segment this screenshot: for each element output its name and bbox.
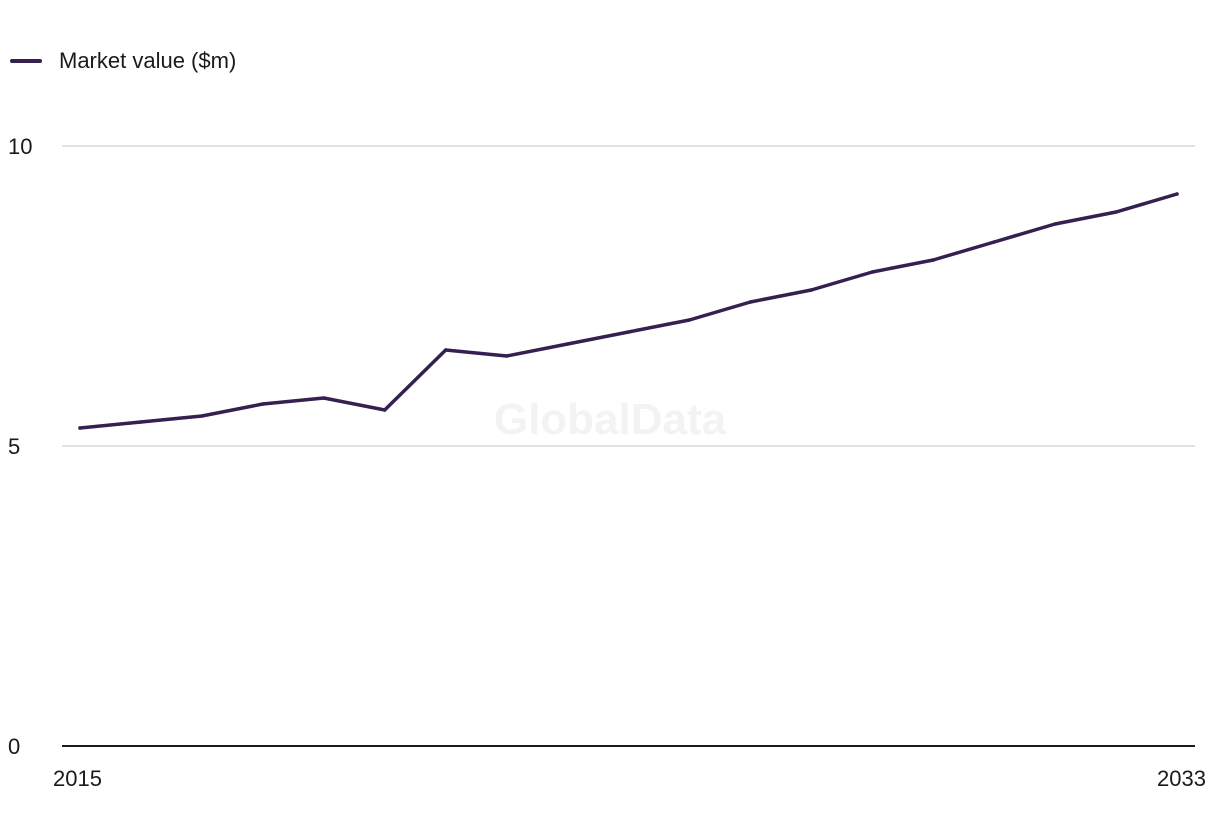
legend: Market value ($m): [10, 46, 236, 76]
x-tick-label: 2033: [1157, 766, 1206, 791]
data-point: [443, 348, 448, 352]
x-tick-labels: 2015 2033: [53, 766, 1206, 791]
legend-swatch: [10, 59, 42, 63]
data-point: [748, 300, 753, 304]
series-line: [78, 192, 1179, 430]
legend-label: Market value ($m): [59, 48, 237, 73]
data-point: [931, 258, 935, 262]
gridlines: [62, 145, 1195, 447]
data-point: [382, 408, 387, 412]
watermark-text: GlobalData: [494, 395, 727, 444]
data-point: [261, 402, 265, 406]
data-point: [1053, 222, 1057, 226]
y-tick-label: 0: [8, 734, 20, 759]
data-point: [870, 270, 875, 274]
data-point: [200, 414, 204, 418]
data-point: [78, 426, 82, 430]
data-point: [626, 330, 631, 334]
series-layer: [78, 192, 1179, 430]
data-point: [992, 240, 996, 244]
y-tick-label: 10: [8, 134, 32, 159]
data-point: [139, 420, 143, 424]
data-point: [687, 318, 692, 322]
y-tick-labels: 0 5 10: [8, 134, 32, 759]
data-point: [1175, 192, 1179, 196]
y-tick-label: 5: [8, 434, 20, 459]
data-point: [322, 396, 326, 400]
data-point: [1114, 210, 1118, 214]
x-tick-label: 2015: [53, 766, 102, 791]
data-point: [565, 342, 570, 346]
data-point: [809, 288, 814, 292]
data-point: [504, 354, 509, 358]
